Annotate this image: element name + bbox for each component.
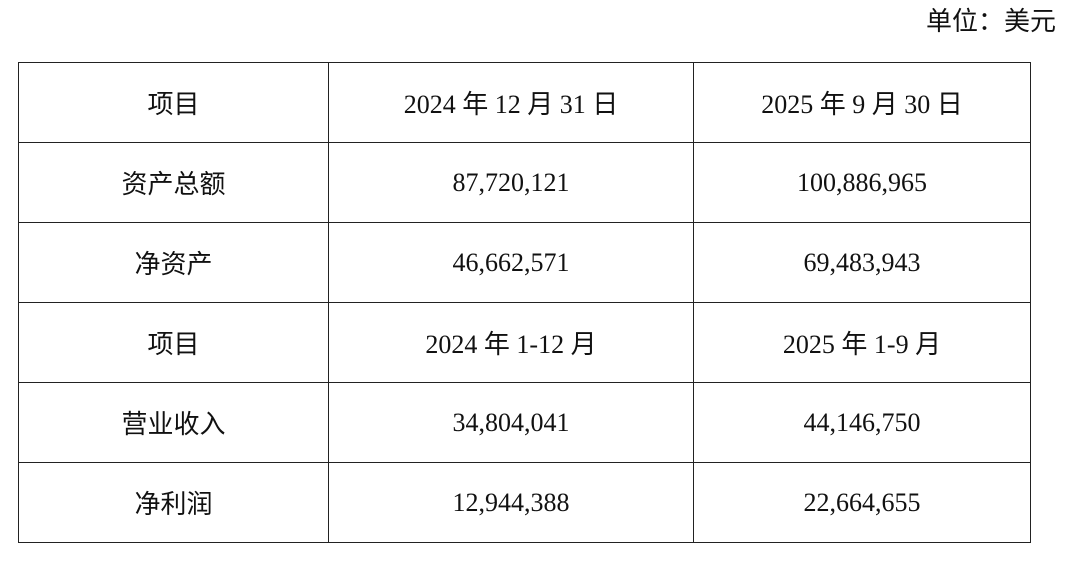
- row-label: 项目: [18, 62, 329, 143]
- table-row: 项目 2024 年 12 月 31 日 2025 年 9 月 30 日: [18, 62, 1031, 143]
- unit-label: 单位：美元: [925, 7, 1056, 36]
- table-cell: 2024 年 12 月 31 日: [328, 62, 694, 143]
- table-row: 营业收入 34,804,041 44,146,750: [18, 382, 1031, 463]
- table-cell: 2024 年 1-12 月: [328, 302, 694, 383]
- table-cell: 2025 年 9 月 30 日: [693, 62, 1031, 143]
- table-cell: 22,664,655: [693, 462, 1031, 543]
- row-label: 净利润: [18, 462, 329, 543]
- data-table: 项目 2024 年 12 月 31 日 2025 年 9 月 30 日资产总额 87,…: [18, 62, 1031, 543]
- table-body: 项目 2024 年 12 月 31 日 2025 年 9 月 30 日资产总额 87,…: [18, 62, 1031, 543]
- row-label: 营业收入: [18, 382, 329, 463]
- table-row: 净资产 46,662,571 69,483,943: [18, 222, 1031, 303]
- table-row: 项目 2024 年 1-12 月 2025 年 1-9 月: [18, 302, 1031, 383]
- table-cell: 100,886,965: [693, 142, 1031, 223]
- table-row: 资产总额 87,720,121 100,886,965: [18, 142, 1031, 223]
- table-cell: 69,483,943: [693, 222, 1031, 303]
- table-row: 净利润 12,944,388 22,664,655: [18, 462, 1031, 543]
- table-cell: 34,804,041: [328, 382, 694, 463]
- row-label: 资产总额: [18, 142, 329, 223]
- row-label: 净资产: [18, 222, 329, 303]
- table-cell: 44,146,750: [693, 382, 1031, 463]
- table-cell: 87,720,121: [328, 142, 694, 223]
- row-label: 项目: [18, 302, 329, 383]
- table-cell: 2025 年 1-9 月: [693, 302, 1031, 383]
- table-cell: 46,662,571: [328, 222, 694, 303]
- table-cell: 12,944,388: [328, 462, 694, 543]
